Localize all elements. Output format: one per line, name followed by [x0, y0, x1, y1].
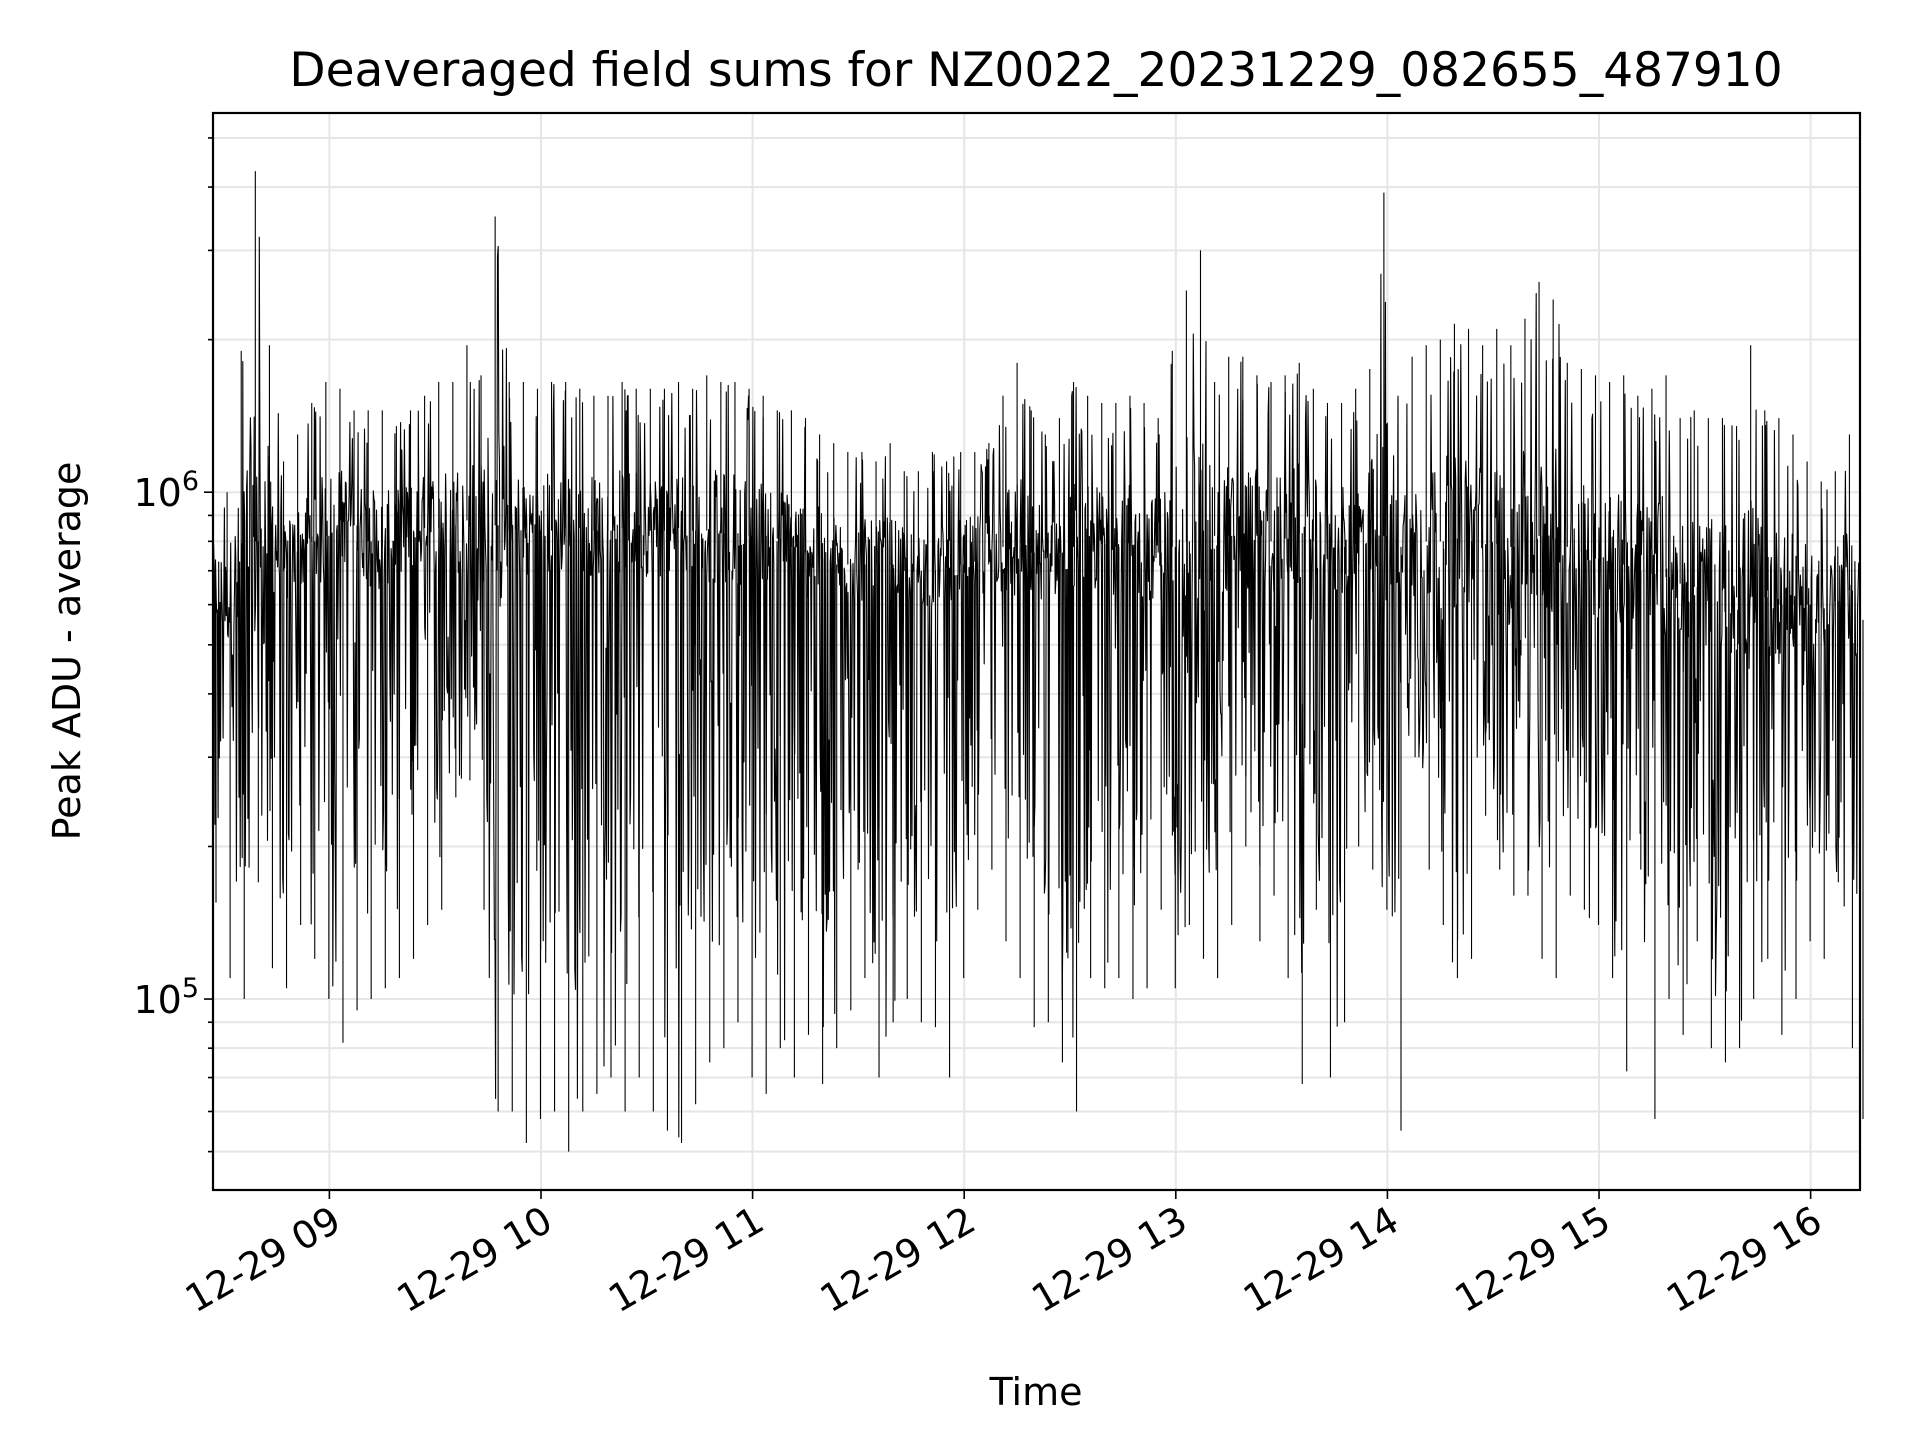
y-tick-label: 106 — [133, 466, 199, 515]
data-series — [212, 171, 1864, 1152]
plot-area-frame — [211, 111, 1862, 1192]
y-axis-title: Peak ADU - average — [45, 462, 89, 841]
y-tick-label: 105 — [133, 973, 199, 1022]
series-line — [212, 236, 1861, 1138]
chart-title: Deaveraged field sums for NZ0022_2023122… — [289, 43, 1782, 98]
x-axis-title: Time — [989, 1370, 1083, 1414]
